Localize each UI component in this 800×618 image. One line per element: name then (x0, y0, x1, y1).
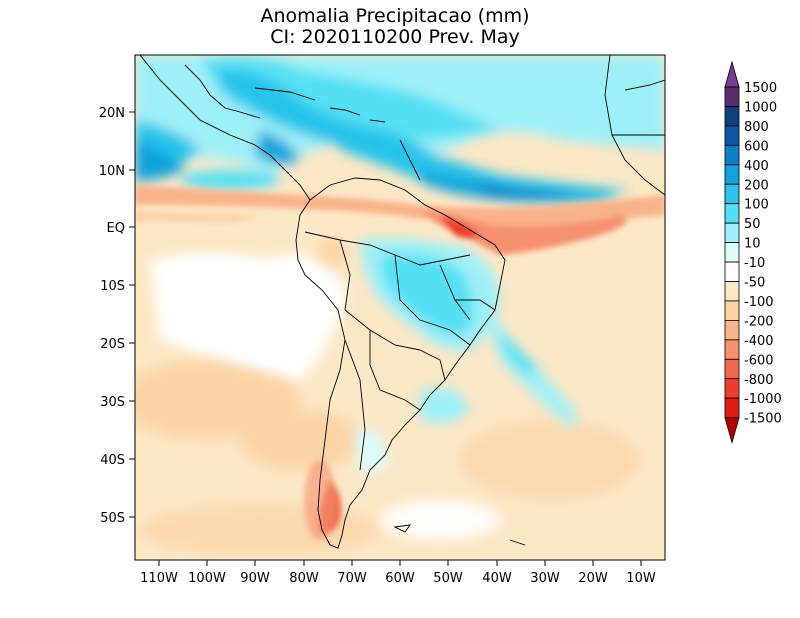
colorbar-segment (724, 281, 740, 302)
colorbar-label: -50 (744, 276, 765, 291)
lon-tick: 80W (289, 560, 319, 586)
colorbar-label: 800 (744, 120, 769, 135)
svg-text:20S: 20S (100, 337, 125, 352)
lon-tick: 100W (188, 560, 226, 586)
colorbar-segment (724, 242, 740, 263)
svg-text:70W: 70W (337, 571, 367, 586)
colorbar-label: 200 (744, 178, 769, 193)
colorbar-segment (724, 222, 740, 243)
svg-text:20N: 20N (99, 106, 125, 121)
colorbar-label: -800 (744, 373, 774, 388)
lon-tick: 110W (140, 560, 178, 586)
lat-tick: 30S (100, 395, 135, 410)
lon-tick: 50W (433, 560, 463, 586)
lon-tick: 20W (578, 560, 608, 586)
colorbar-segment (724, 319, 740, 341)
lon-tick: 90W (240, 560, 270, 586)
colorbar-arrow-top (724, 60, 740, 88)
svg-text:10N: 10N (99, 164, 125, 179)
lat-tick: EQ (107, 221, 135, 236)
colorbar-label: 50 (744, 217, 761, 232)
lat-tick: 20N (99, 106, 135, 121)
colorbar-segment (724, 397, 740, 419)
lon-axis: 110W 100W 90W 80W 70W 60W 50W 40W 30W 20… (140, 560, 656, 586)
svg-text:20W: 20W (578, 571, 608, 586)
svg-text:30S: 30S (100, 395, 125, 410)
svg-text:90W: 90W (240, 571, 270, 586)
colorbar-segment (724, 378, 740, 399)
colorbar-label: 1500 (744, 81, 777, 96)
svg-text:60W: 60W (385, 571, 415, 586)
lat-tick: 10N (99, 164, 135, 179)
colorbar-label: 600 (744, 139, 769, 154)
svg-text:80W: 80W (289, 571, 319, 586)
title-line-2: CI: 2020110200 Prev. May (270, 26, 520, 48)
svg-text:EQ: EQ (107, 221, 125, 236)
colorbar-segment (724, 164, 740, 185)
colorbar: 1500 1000 800 600 400 200 100 50 10 -10 -50 -100 -20… (724, 60, 782, 445)
colorbar-label: 10 (744, 237, 761, 252)
colorbar-label: 1000 (744, 100, 777, 115)
lat-tick: 10S (100, 279, 135, 294)
colorbar-segment (724, 261, 740, 282)
lat-tick: 50S (100, 511, 135, 526)
colorbar-segment (724, 203, 740, 224)
colorbar-label: -10 (744, 256, 765, 271)
colorbar-label: -1500 (744, 412, 782, 427)
lon-tick: 30W (530, 560, 560, 586)
lat-tick: 40S (100, 453, 135, 468)
lon-tick: 40W (482, 560, 512, 586)
anomaly-field (135, 55, 665, 560)
title-line-1: Anomalia Precipitacao (mm) (260, 5, 529, 27)
colorbar-label: -200 (744, 314, 774, 329)
colorbar-label: -100 (744, 295, 774, 310)
lat-tick: 20S (100, 337, 135, 352)
colorbar-label: -400 (744, 334, 774, 349)
svg-text:100W: 100W (188, 571, 226, 586)
svg-text:40S: 40S (100, 453, 125, 468)
colorbar-label: 100 (744, 198, 769, 213)
colorbar-segment (724, 339, 740, 360)
coastlines (139, 55, 665, 549)
svg-text:30W: 30W (530, 571, 560, 586)
svg-text:10W: 10W (626, 571, 656, 586)
colorbar-label: -600 (744, 353, 774, 368)
colorbar-label: -1000 (744, 392, 782, 407)
svg-text:50W: 50W (433, 571, 463, 586)
colorbar-segment (724, 300, 740, 321)
colorbar-segment (724, 358, 740, 380)
colorbar-segment (724, 106, 740, 127)
svg-text:40W: 40W (482, 571, 512, 586)
lon-tick: 10W (626, 560, 656, 586)
svg-text:110W: 110W (140, 571, 178, 586)
colorbar-segment (724, 144, 740, 166)
colorbar-segment (724, 183, 740, 205)
lon-tick: 60W (385, 560, 415, 586)
lat-axis: 20N 10N EQ 10S 20S 30S 40S 50S (99, 106, 135, 526)
colorbar-arrow-bottom (724, 417, 740, 445)
colorbar-label: 400 (744, 159, 769, 174)
colorbar-segment (724, 86, 740, 107)
colorbar-segment (724, 125, 740, 146)
svg-text:50S: 50S (100, 511, 125, 526)
svg-text:10S: 10S (100, 279, 125, 294)
lon-tick: 70W (337, 560, 367, 586)
